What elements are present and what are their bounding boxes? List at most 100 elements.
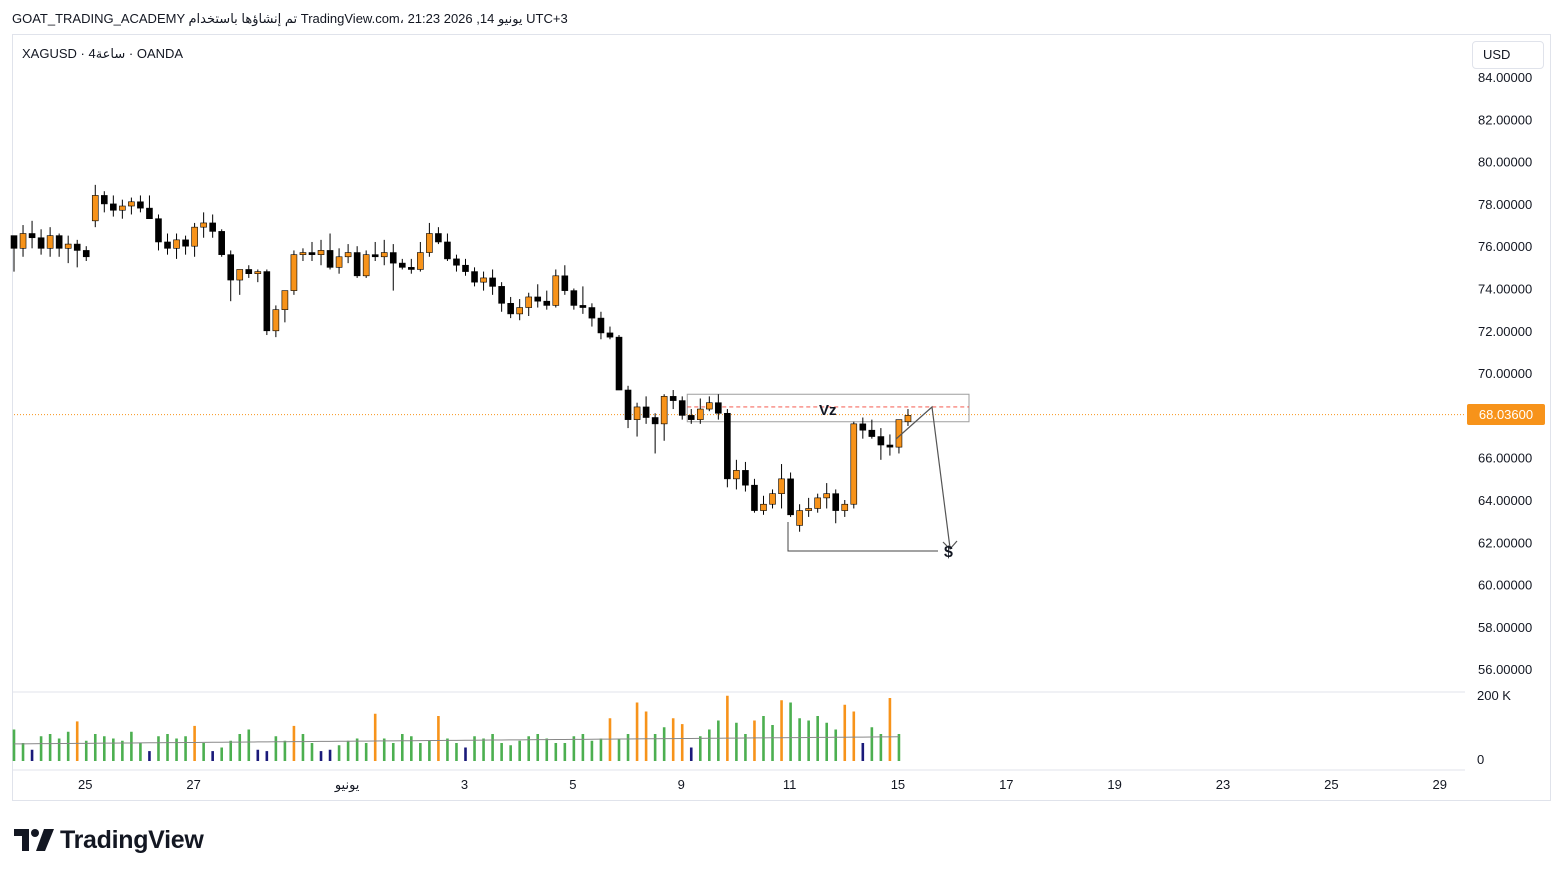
candle-body [615, 336, 623, 391]
price-tick-label: 70.00000 [1478, 366, 1532, 381]
candle [389, 244, 397, 291]
liquidity-line [787, 522, 938, 552]
candle-body [46, 235, 54, 249]
candle-body [417, 252, 424, 270]
candle-body [164, 241, 171, 249]
volume-bar [346, 740, 350, 761]
candle-body [669, 396, 677, 401]
time-tick-label: 11 [783, 777, 797, 792]
price-tick-label: 62.00000 [1478, 535, 1532, 550]
volume-bar [698, 736, 702, 761]
candle-body [37, 237, 45, 249]
candle [715, 394, 722, 420]
volume-bar [536, 734, 540, 761]
current-price-tag: 68.03600 [1467, 404, 1545, 425]
candle-body [91, 195, 99, 222]
candle-body [326, 250, 334, 268]
candle [227, 250, 235, 302]
candle [200, 212, 207, 238]
candle-body [371, 254, 379, 258]
candle [146, 195, 153, 220]
candle [281, 290, 289, 323]
volume-bar [464, 747, 467, 761]
currency-button[interactable]: USD [1472, 41, 1544, 69]
volume-bar [12, 729, 16, 761]
publish-info: GOAT_TRADING_ACADEMY تم إنشاؤها باستخدام… [12, 11, 568, 26]
candle [760, 495, 767, 515]
volume-bar [428, 740, 431, 761]
candle [507, 296, 514, 319]
candle [660, 394, 668, 441]
vz-label: Vz [819, 402, 837, 419]
time-tick-label: 15 [891, 777, 905, 792]
volume-bar [437, 716, 440, 761]
candle [82, 246, 90, 262]
candle-body [263, 271, 271, 332]
tradingview-logo-text: TradingView [60, 825, 204, 854]
candle-body [19, 233, 27, 249]
projection-arrowhead [942, 540, 958, 550]
candle [733, 459, 740, 490]
volume-bar [121, 740, 124, 761]
volume-bar [798, 718, 801, 761]
candle [579, 286, 587, 314]
candle [570, 288, 578, 310]
volume-ma-line [13, 736, 899, 745]
candle-body [73, 243, 81, 251]
candle-body [525, 296, 533, 308]
candle [444, 233, 451, 262]
candle-body [155, 218, 162, 243]
volume-bar [735, 722, 738, 761]
candle-body [588, 307, 596, 319]
volume-bar [626, 734, 630, 761]
candle [182, 235, 189, 255]
volume-bar [635, 702, 639, 761]
candles [10, 184, 912, 532]
volume-bar [30, 749, 34, 761]
volume-bar [157, 736, 160, 761]
liquidity-label: $ [944, 544, 953, 561]
candle-body [299, 252, 307, 255]
time-tick-label: 23 [1216, 777, 1230, 792]
symbol-info[interactable]: XAGUSD · 4ساعة · OANDA [22, 46, 184, 61]
price-tick-label: 60.00000 [1478, 578, 1532, 593]
price-axis[interactable]: 56.00000 58.00000 60.00000 62.00000 64.00000… [1477, 70, 1532, 767]
time-tick-label: 9 [678, 777, 685, 792]
volume-bar [888, 698, 892, 761]
time-tick-label: 29 [1433, 777, 1447, 792]
candle-body [362, 254, 370, 277]
volume-bar [391, 743, 395, 761]
candle-body [543, 300, 551, 306]
candle-body [751, 484, 758, 511]
candle-body [173, 239, 180, 249]
candle [525, 292, 533, 316]
candle [687, 409, 695, 424]
candle-body [841, 503, 849, 511]
annotations: Vz $ [819, 402, 953, 561]
candle [877, 428, 885, 460]
candle-body [787, 478, 794, 516]
candle [489, 269, 496, 295]
volume-bar [771, 725, 774, 761]
candle-body [823, 493, 831, 499]
candle-body [796, 510, 803, 526]
candle [417, 241, 424, 272]
candle-body [715, 402, 722, 414]
volume-bar [744, 734, 747, 761]
volume-bar [816, 716, 819, 761]
time-axis[interactable]: 25 27 يونيو 3 5 9 11 15 17 19 23 25 29 [13, 769, 1465, 793]
candle [371, 241, 379, 262]
candle-body [832, 493, 840, 511]
candle [119, 199, 126, 219]
candle-body [444, 241, 451, 260]
zone-box [686, 393, 970, 423]
candle [651, 413, 659, 454]
candle [868, 419, 876, 439]
candle-body [742, 470, 749, 486]
volume-bar [581, 734, 585, 761]
tradingview-logo[interactable]: TradingView [14, 826, 204, 854]
candle [552, 269, 560, 308]
candle [236, 269, 244, 295]
volume-bar [780, 700, 783, 761]
